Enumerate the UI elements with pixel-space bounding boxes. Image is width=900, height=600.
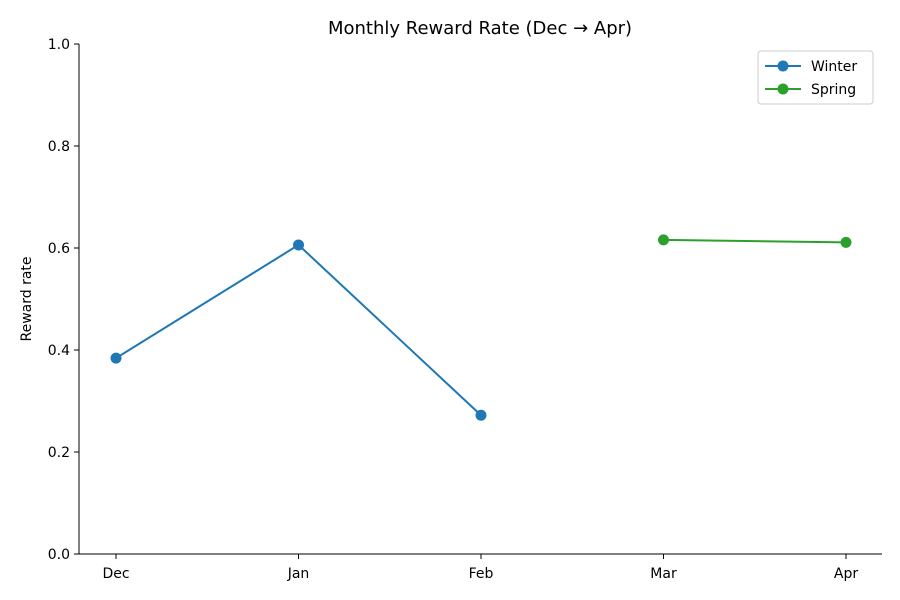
data-point <box>658 234 669 246</box>
legend: Winter Spring <box>757 50 874 105</box>
series-line <box>115 243 482 417</box>
data-point <box>293 239 304 251</box>
y-tick-label: 0.0 <box>48 547 70 563</box>
data-point <box>475 409 487 421</box>
y-tick-label: 1.0 <box>48 37 70 53</box>
x-tick-label: Mar <box>650 566 677 582</box>
y-tick-label: 0.2 <box>48 445 70 461</box>
x-tick-label: Dec <box>102 566 129 582</box>
y-tick-label: 0.6 <box>48 241 70 257</box>
legend-label: Winter <box>811 59 857 75</box>
chart-title: Monthly Reward Rate (Dec → Apr) <box>328 18 632 39</box>
y-axis-label: Reward rate <box>19 256 35 341</box>
y-tick-label: 0.4 <box>48 343 70 359</box>
series-spring <box>658 234 852 248</box>
x-tick-label: Feb <box>469 566 494 582</box>
legend-marker <box>777 60 789 72</box>
data-point <box>110 352 122 364</box>
x-ticks: Dec Jan Feb Mar Apr <box>102 554 858 582</box>
y-tick-label: 0.8 <box>48 139 70 155</box>
series-layer <box>110 234 852 421</box>
x-tick-label: Apr <box>834 566 858 582</box>
series-line <box>663 238 847 244</box>
data-point <box>840 236 852 248</box>
series-winter <box>110 239 487 421</box>
legend-marker <box>777 83 789 95</box>
x-tick-label: Jan <box>287 566 310 582</box>
legend-label: Spring <box>811 82 856 98</box>
y-ticks: 0.0 0.2 0.4 0.6 0.8 1.0 <box>48 37 79 563</box>
axes <box>78 44 882 555</box>
